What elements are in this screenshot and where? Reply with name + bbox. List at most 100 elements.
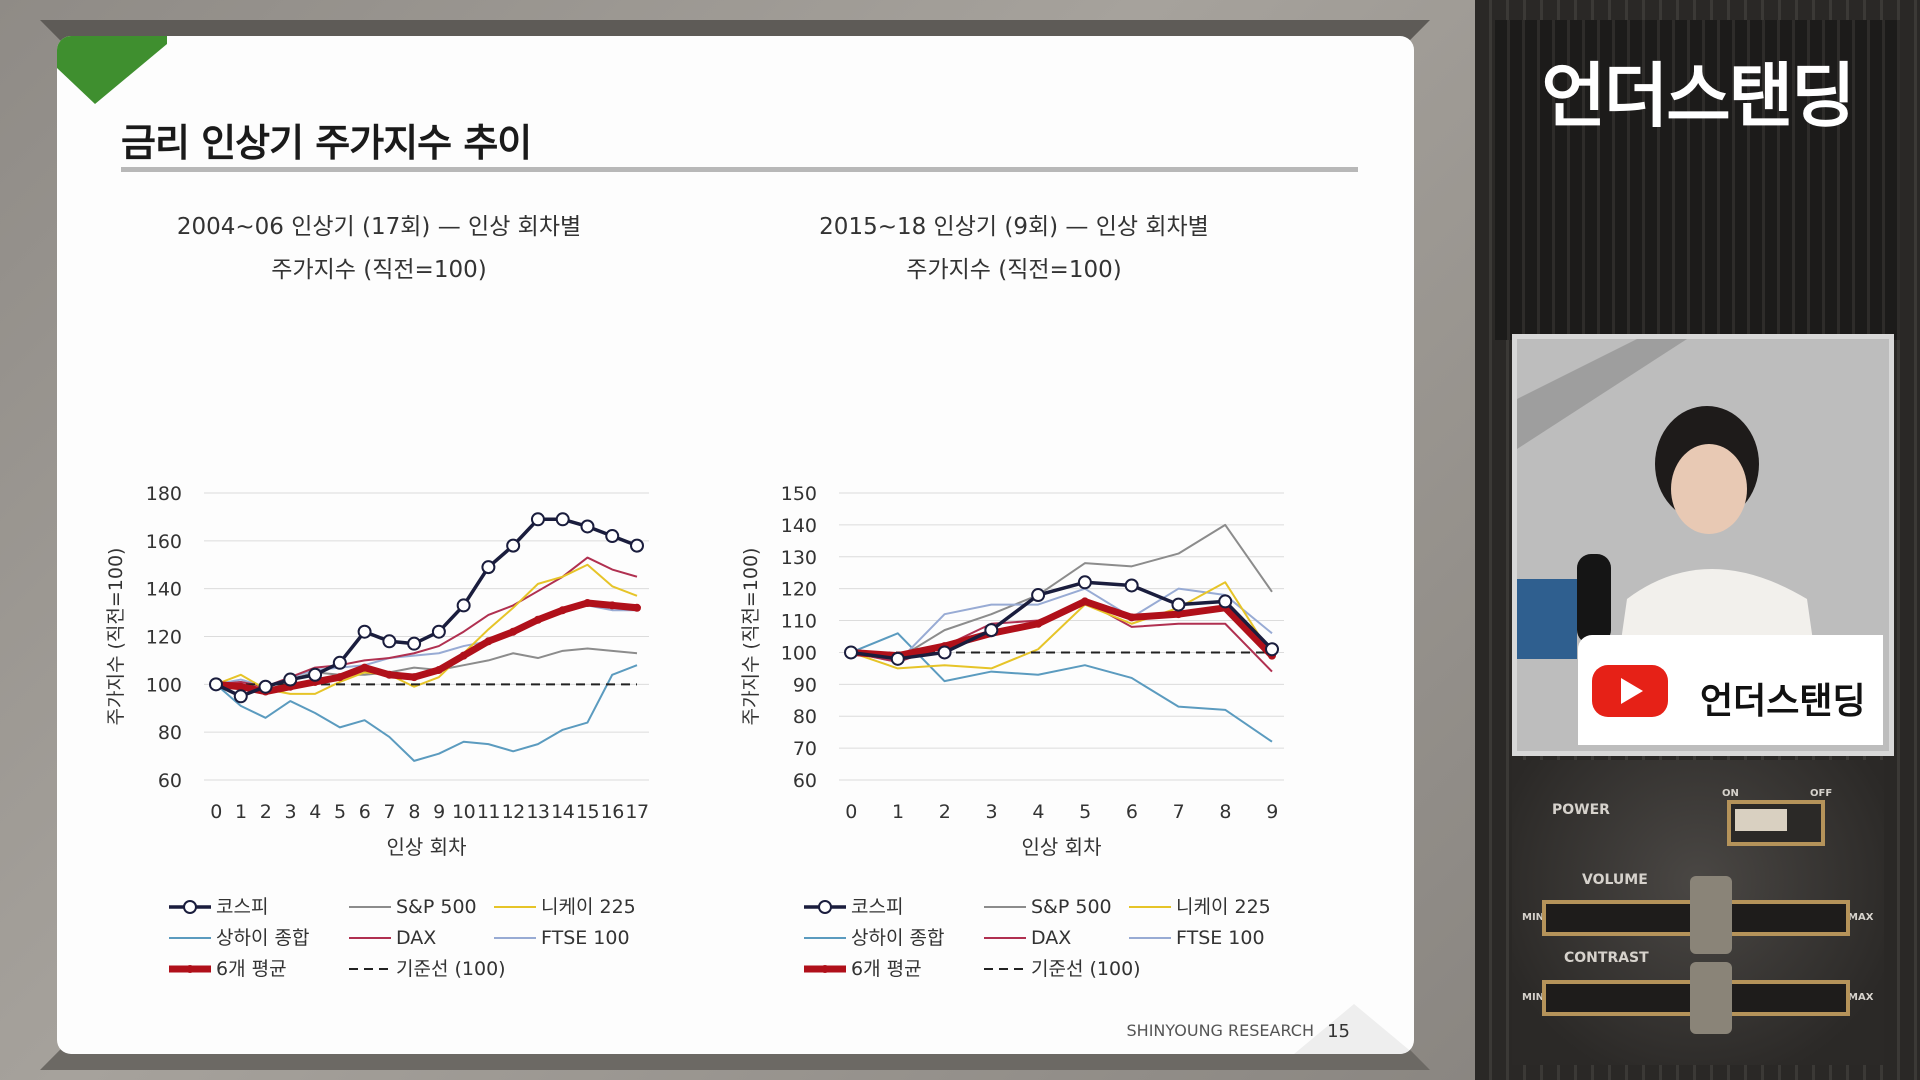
data-point-avg bbox=[360, 663, 369, 672]
volume-min-label: MIN bbox=[1522, 912, 1545, 923]
data-point-kospi bbox=[456, 598, 471, 613]
data-point-avg bbox=[1034, 619, 1043, 628]
series-line-nikkei bbox=[215, 563, 638, 695]
data-point-avg bbox=[335, 673, 344, 682]
data-point-avg bbox=[1080, 597, 1089, 606]
x-tick-label: 4 bbox=[1032, 801, 1044, 823]
data-point-kospi bbox=[580, 519, 595, 534]
x-tick-label: 0 bbox=[845, 801, 857, 823]
legend-label-kospi: 코스피 bbox=[851, 896, 903, 918]
chart-title-line2: 주가지수 (직전=100) bbox=[906, 257, 1122, 283]
data-point-avg bbox=[459, 651, 468, 660]
series-line-avg bbox=[850, 597, 1275, 660]
data-point-kospi bbox=[605, 529, 620, 544]
chart-title-line1: 2004~06 인상기 (17회) — 인상 회차별 bbox=[176, 214, 582, 240]
data-point-avg bbox=[608, 601, 617, 610]
y-tick-label: 100 bbox=[781, 642, 817, 664]
data-point-kospi bbox=[506, 538, 521, 553]
x-tick-label: 4 bbox=[309, 801, 321, 823]
data-point-kospi bbox=[1171, 597, 1186, 612]
contrast-label: CONTRAST bbox=[1564, 950, 1649, 966]
series-line-sp500 bbox=[850, 523, 1273, 660]
on-label: ON bbox=[1722, 788, 1739, 799]
x-tick-label: 7 bbox=[1173, 801, 1185, 823]
x-tick-label: 14 bbox=[551, 801, 575, 823]
chart-title-line2: 주가지수 (직전=100) bbox=[271, 257, 487, 283]
data-point-kospi bbox=[630, 538, 644, 553]
y-tick-label: 60 bbox=[158, 770, 182, 792]
presentation-slide: 금리 인상기 주가지수 추이 2004~06 인상기 (17회) — 인상 회차… bbox=[57, 36, 1414, 1054]
y-tick-label: 80 bbox=[158, 722, 182, 744]
legend-label-dax: DAX bbox=[396, 927, 436, 949]
series-line-kospi bbox=[850, 580, 1274, 661]
series-line-dax bbox=[215, 556, 638, 688]
data-point-kospi bbox=[481, 560, 496, 575]
power-switch[interactable] bbox=[1727, 800, 1825, 846]
page-number: 15 bbox=[1327, 1021, 1350, 1042]
data-point-avg bbox=[509, 627, 518, 636]
data-point-kospi bbox=[530, 512, 545, 527]
y-tick-label: 140 bbox=[146, 579, 182, 601]
series-line-nikkei bbox=[850, 581, 1273, 670]
x-tick-label: 9 bbox=[433, 801, 445, 823]
data-point-kospi bbox=[357, 624, 372, 639]
youtube-icon bbox=[1592, 665, 1668, 717]
legend-label-shanghai: 상하이 종합 bbox=[851, 927, 944, 949]
contrast-slider-knob[interactable] bbox=[1690, 962, 1732, 1034]
data-point-avg bbox=[410, 673, 419, 682]
power-label: POWER bbox=[1552, 802, 1610, 818]
x-tick-label: 2 bbox=[260, 801, 272, 823]
x-tick-label: 5 bbox=[334, 801, 346, 823]
data-point-avg bbox=[633, 603, 641, 612]
x-tick-label: 12 bbox=[502, 801, 525, 823]
footer-brand: SHINYOUNG RESEARCH bbox=[1126, 1021, 1315, 1040]
legend-label-dax: DAX bbox=[1031, 927, 1071, 949]
x-tick-label: 17 bbox=[625, 801, 648, 823]
data-point-kospi bbox=[1218, 594, 1233, 609]
channel-brand: 언더스탠딩 bbox=[1541, 55, 1856, 137]
data-point-kospi bbox=[407, 636, 422, 651]
legend-label-sp500: S&P 500 bbox=[1031, 896, 1112, 918]
series-line-ftse bbox=[850, 587, 1273, 664]
data-point-kospi bbox=[555, 512, 570, 527]
corner-decoration bbox=[1294, 1004, 1414, 1054]
x-tick-label: 2 bbox=[939, 801, 951, 823]
x-tick-label: 0 bbox=[210, 801, 222, 823]
chart-2004-06: 2004~06 인상기 (17회) — 인상 회차별 주가지수 (직전=100)… bbox=[69, 206, 689, 1026]
chart-2015-18: 2015~18 인상기 (9회) — 인상 회차별 주가지수 (직전=100) … bbox=[704, 206, 1324, 1026]
data-point-kospi bbox=[258, 679, 273, 694]
legend-marker-kospi bbox=[183, 900, 197, 914]
x-tick-label: 3 bbox=[986, 801, 998, 823]
data-point-kospi bbox=[382, 634, 397, 649]
y-tick-label: 120 bbox=[146, 627, 182, 649]
y-tick-label: 90 bbox=[793, 674, 817, 696]
green-checkmark-tab bbox=[57, 36, 167, 104]
data-point-kospi bbox=[1265, 642, 1279, 657]
y-tick-label: 140 bbox=[781, 515, 817, 537]
brand-panel bbox=[1495, 20, 1900, 340]
legend-marker-avg bbox=[821, 965, 829, 973]
legend-marker-avg bbox=[186, 965, 194, 973]
y-tick-label: 100 bbox=[146, 674, 182, 696]
data-point-kospi bbox=[890, 651, 905, 666]
data-point-avg bbox=[434, 665, 443, 674]
contrast-min-label: MIN bbox=[1522, 992, 1545, 1003]
data-point-kospi bbox=[844, 645, 858, 660]
legend-label-nikkei: 니케이 225 bbox=[541, 896, 636, 918]
data-point-kospi bbox=[937, 645, 952, 660]
youtube-channel-label: 언더스탠딩 bbox=[1700, 681, 1866, 722]
data-point-kospi bbox=[984, 623, 999, 638]
x-tick-label: 8 bbox=[408, 801, 420, 823]
x-tick-label: 16 bbox=[601, 801, 624, 823]
data-point-kospi bbox=[308, 667, 323, 682]
legend-label-baseline: 기준선 (100) bbox=[1031, 958, 1141, 980]
data-point-avg bbox=[236, 682, 245, 691]
y-axis-label: 주가지수 (직전=100) bbox=[105, 548, 127, 726]
volume-slider-knob[interactable] bbox=[1690, 876, 1732, 954]
title-rule bbox=[121, 167, 1358, 172]
data-point-kospi bbox=[332, 655, 347, 670]
legend-label-shanghai: 상하이 종합 bbox=[216, 927, 309, 949]
y-tick-label: 80 bbox=[793, 706, 817, 728]
slide-title: 금리 인상기 주가지수 추이 bbox=[121, 121, 532, 165]
x-tick-label: 10 bbox=[452, 801, 475, 823]
